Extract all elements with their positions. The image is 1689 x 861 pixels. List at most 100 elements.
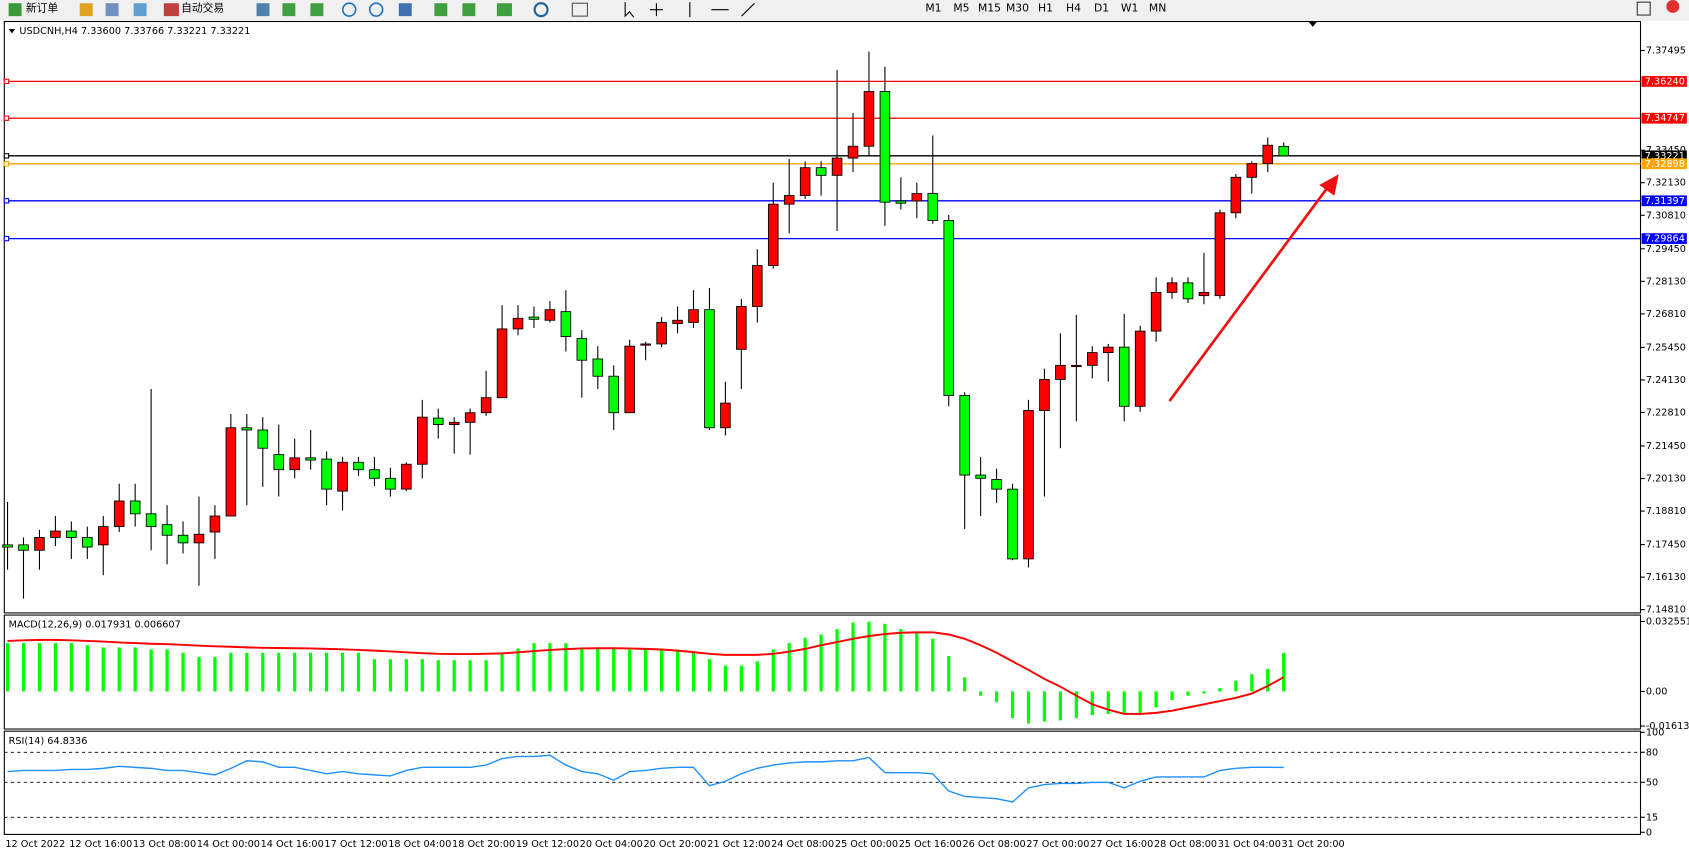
level-handle <box>3 78 10 85</box>
timeframe-button[interactable]: H4 <box>1066 2 1081 15</box>
toolbar-button[interactable]: 新订单 <box>26 2 59 15</box>
notification[interactable] <box>1666 0 1680 13</box>
search[interactable] <box>1636 1 1651 16</box>
histogram-bar <box>133 647 137 692</box>
marks: 7.374957.334507.321307.308107.294507.281… <box>2 45 1689 850</box>
x-tick-label: 12 Oct 16:00 <box>69 839 132 850</box>
candle-body <box>1246 163 1258 178</box>
x-tick-label: 24 Oct 08:00 <box>771 839 834 850</box>
icon[interactable] <box>462 3 476 17</box>
icon[interactable] <box>341 2 357 17</box>
histogram-bar <box>644 649 648 692</box>
histogram-bar <box>404 659 408 692</box>
candle-body <box>225 427 237 517</box>
x-tick-label: 31 Oct 04:00 <box>1218 839 1281 850</box>
candle-body <box>752 265 763 307</box>
timeframe-button[interactable]: M1 <box>925 2 941 15</box>
histogram-bar <box>1042 691 1047 722</box>
timeframe-button[interactable]: M5 <box>953 2 969 15</box>
histogram-bar <box>532 643 536 692</box>
icon[interactable] <box>79 3 93 17</box>
timeframe-button[interactable]: H1 <box>1038 2 1053 15</box>
candle-body <box>480 397 492 414</box>
candle-body <box>496 328 508 399</box>
histogram-bar <box>1026 691 1031 724</box>
icon[interactable] <box>105 3 119 17</box>
histogram-bar <box>883 623 887 692</box>
candle-body <box>1071 364 1082 368</box>
timeframe-button[interactable]: W1 <box>1121 2 1138 15</box>
histogram-bar <box>1074 691 1078 719</box>
candle-body <box>1166 282 1178 293</box>
candle-body <box>1134 330 1146 407</box>
x-tick-label: 25 Oct 00:00 <box>835 839 898 850</box>
x-tick-label: 21 Oct 12:00 <box>707 839 770 850</box>
toolbar-button[interactable]: 自动交易 <box>181 2 224 15</box>
histogram-bar <box>149 649 153 692</box>
icon[interactable] <box>624 2 635 18</box>
timeframe-button[interactable]: D1 <box>1094 2 1109 15</box>
timeframe-button[interactable]: M15 <box>978 2 1001 15</box>
icon[interactable] <box>571 2 588 17</box>
level-handle <box>3 161 10 167</box>
icon[interactable] <box>310 3 324 17</box>
timeframe-button[interactable]: M30 <box>1006 2 1029 15</box>
x-tick-label: 14 Oct 16:00 <box>261 839 324 850</box>
histogram-bar <box>1138 691 1142 713</box>
icon[interactable] <box>133 3 147 17</box>
histogram-bar <box>53 643 58 692</box>
y-tick-label: 0.032551 <box>1646 617 1689 628</box>
y-tick-label: 7.30810 <box>1646 210 1686 221</box>
candle-body <box>1039 379 1050 411</box>
histogram-bar <box>691 652 696 692</box>
indicator-line <box>7 754 1284 803</box>
candle-body <box>353 461 364 471</box>
histogram-bar <box>293 652 297 692</box>
icon[interactable] <box>163 3 179 17</box>
icon[interactable] <box>533 2 549 18</box>
histogram-bar <box>181 652 185 692</box>
histogram-bar <box>915 633 919 692</box>
histogram-bar <box>245 652 249 692</box>
candle-body <box>432 417 444 425</box>
candle-body <box>640 343 651 346</box>
histogram-bar <box>1106 691 1110 714</box>
icon[interactable] <box>8 3 22 17</box>
icon[interactable] <box>398 3 412 17</box>
candle-body <box>959 395 970 476</box>
histogram-bar <box>1266 668 1270 692</box>
candle-body <box>1198 291 1210 297</box>
histogram-bar <box>420 659 424 692</box>
symbol-menu[interactable] <box>8 29 16 34</box>
toolbar-icons: 新订单 自动交易 M1 M5 M15 M30 H1 H4 D1 W1 MN <box>8 0 1680 18</box>
y-tick-label: 7.22810 <box>1646 407 1686 418</box>
icon[interactable] <box>741 2 755 17</box>
candle-body <box>464 412 476 423</box>
icon[interactable] <box>434 3 448 17</box>
candle-body <box>720 402 731 429</box>
candle-body <box>512 317 524 330</box>
x-tick-label: 20 Oct 20:00 <box>643 839 706 850</box>
x-tick-label: 12 Oct 2022 <box>5 839 65 850</box>
histogram-bar <box>452 660 456 692</box>
icon[interactable] <box>282 3 296 17</box>
histogram-bar <box>596 647 600 692</box>
histogram-bar <box>851 622 855 692</box>
histogram-bar <box>213 657 217 692</box>
icon[interactable] <box>649 3 663 17</box>
histogram-bar <box>340 652 345 692</box>
timeframe-button[interactable]: MN <box>1149 2 1166 15</box>
candle-body <box>1102 346 1114 354</box>
icon[interactable] <box>256 3 270 17</box>
icon[interactable] <box>496 3 512 17</box>
candle-body <box>608 375 620 414</box>
histogram-bar <box>1010 691 1015 719</box>
histogram-bar <box>372 659 377 692</box>
candle-body <box>943 220 955 396</box>
level-tag <box>1641 112 1687 124</box>
level-tag <box>1641 150 1687 162</box>
icon[interactable] <box>368 2 384 17</box>
toolbar <box>0 0 1689 21</box>
x-tick-label: 28 Oct 08:00 <box>1154 839 1217 850</box>
arrow-head <box>1319 174 1339 196</box>
